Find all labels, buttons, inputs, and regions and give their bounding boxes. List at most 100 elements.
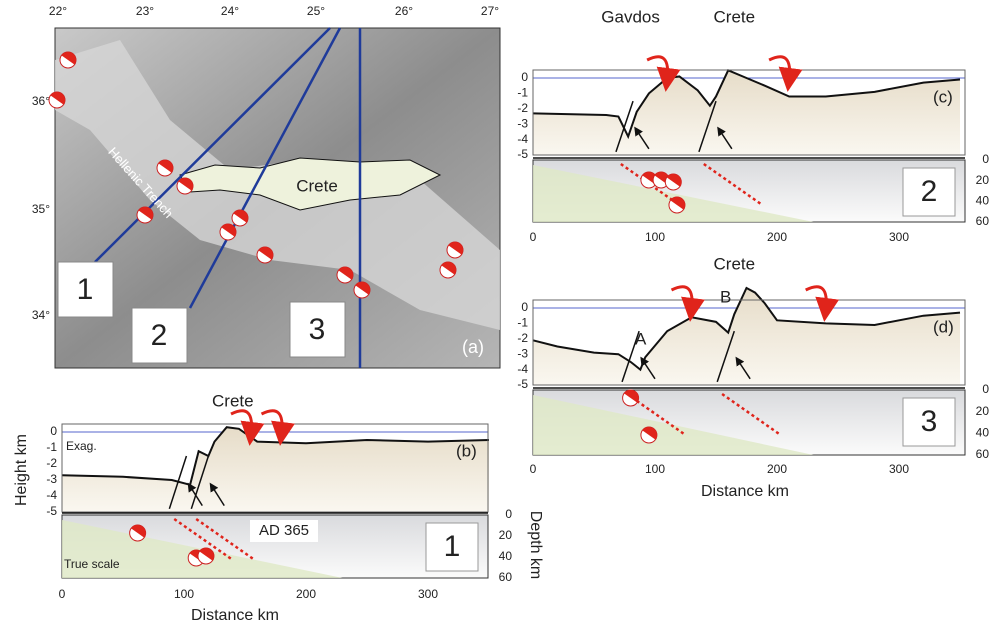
distance-tick-label: 200: [296, 587, 316, 601]
rotation-arrow: [260, 409, 295, 446]
fault: [716, 330, 736, 383]
profile-line: [188, 27, 342, 309]
depth-tick-label: 0: [982, 152, 989, 166]
focal-mechanism-quadrant: [221, 224, 236, 237]
height-tick-label: -3: [46, 472, 57, 486]
profile-number-box: [57, 261, 114, 318]
profile-number: 1: [77, 273, 94, 306]
profile-number-box: [131, 307, 188, 364]
terrain-fill: [533, 287, 960, 385]
height-tick-label: -2: [517, 331, 528, 345]
event-box: [250, 520, 318, 542]
map-panel: [54, 27, 501, 369]
place-label: Crete: [212, 391, 254, 410]
panel-label: (a): [462, 337, 484, 357]
focal-mechanism-quadrant: [666, 174, 682, 187]
focal-mechanism-quadrant: [158, 160, 173, 173]
rotation-arrow: [646, 55, 681, 92]
height-tick-label: -2: [46, 456, 57, 470]
depth-tick-label: 40: [976, 194, 990, 208]
lon-label: 22°: [49, 4, 67, 18]
focal-mechanism-quadrant: [258, 247, 273, 260]
distance-tick-label: 0: [59, 587, 66, 601]
fault-label: B: [720, 287, 731, 306]
depth-tick-label: 60: [976, 447, 990, 461]
height-tick-label: -5: [517, 147, 528, 161]
focal-mechanism-quadrant: [131, 525, 146, 538]
rotation-arrow: [670, 285, 705, 322]
focal-mechanism-quadrant: [642, 427, 657, 440]
lon-label: 23°: [136, 4, 154, 18]
fault-motion: [634, 126, 650, 150]
axis-title: Distance km: [191, 607, 279, 624]
fault-label: A: [635, 329, 647, 348]
fault: [168, 455, 188, 510]
lon-label: 27°: [481, 4, 499, 18]
height-tick-label: -3: [517, 346, 528, 360]
distance-tick-label: 0: [530, 462, 537, 476]
profile-number-box: [902, 167, 956, 217]
focal-mechanism-quadrant: [448, 242, 463, 255]
focal-mechanism-quadrant: [50, 92, 65, 105]
lat-label: 36°: [32, 94, 50, 108]
focal-mechanism-quadrant: [61, 52, 76, 65]
place-label: Crete: [714, 254, 756, 273]
rotation-arrow: [230, 409, 265, 446]
terrain-profile: [61, 426, 490, 487]
fault-motion: [717, 126, 733, 150]
distance-tick-label: 300: [889, 230, 909, 244]
focal-mechanism-quadrant: [355, 282, 370, 295]
fault-motion: [735, 356, 751, 380]
depth-tick-label: 0: [982, 382, 989, 396]
depth-tick-label: 0: [505, 507, 512, 521]
distance-tick-label: 0: [530, 230, 537, 244]
distance-tick-label: 200: [767, 462, 787, 476]
distance-tick-label: 300: [889, 462, 909, 476]
distance-tick-label: 300: [418, 587, 438, 601]
focal-mechanism-quadrant: [178, 178, 193, 191]
rotation-arrow: [805, 285, 840, 322]
axis-title: Height km: [13, 434, 30, 506]
profile-number-box: [425, 522, 479, 572]
event-label: AD 365: [259, 522, 309, 539]
rotation-arrow: [768, 55, 803, 92]
lat-label: 34°: [32, 308, 50, 322]
fault-motion: [640, 356, 656, 380]
focal-mechanism-quadrant: [441, 262, 456, 275]
height-frame: [532, 69, 966, 156]
focal-mechanism-quadrant: [670, 197, 685, 210]
lon-label: 24°: [221, 4, 239, 18]
height-tick-label: 0: [521, 300, 528, 314]
height-tick-label: -4: [46, 488, 57, 502]
depth-tick-label: 40: [976, 426, 990, 440]
height-tick-label: 0: [521, 70, 528, 84]
place-label: Crete: [714, 7, 756, 26]
height-tick-label: -4: [517, 362, 528, 376]
terrain-fill: [62, 427, 489, 512]
profile-number-box: [902, 397, 956, 447]
depth-tick-label: 60: [976, 214, 990, 228]
fault: [615, 100, 634, 153]
panel-label: (c): [933, 87, 953, 106]
height-tick-label: -4: [517, 132, 528, 146]
fault: [190, 455, 210, 510]
distance-tick-label: 100: [174, 587, 194, 601]
focal-mechanism-quadrant: [624, 390, 639, 403]
profile-number: 1: [444, 530, 461, 563]
profile-line: [94, 27, 331, 263]
depth-tick-label: 40: [499, 549, 513, 563]
distance-tick-label: 200: [767, 230, 787, 244]
terrain-fill: [533, 70, 960, 155]
depth-tick-label: 60: [499, 570, 513, 584]
distance-tick-label: 100: [645, 462, 665, 476]
height-tick-label: -1: [517, 86, 528, 100]
depth-tick-label: 20: [976, 173, 990, 187]
profile-number: 2: [151, 319, 168, 352]
distance-tick-label: 100: [645, 230, 665, 244]
axis-title: Depth km: [527, 511, 544, 579]
fault-motion: [209, 482, 225, 507]
profile-number: 3: [309, 313, 326, 346]
focal-mechanism-quadrant: [338, 267, 353, 280]
depth-tick-label: 20: [499, 528, 513, 542]
terrain-profile: [532, 286, 961, 372]
